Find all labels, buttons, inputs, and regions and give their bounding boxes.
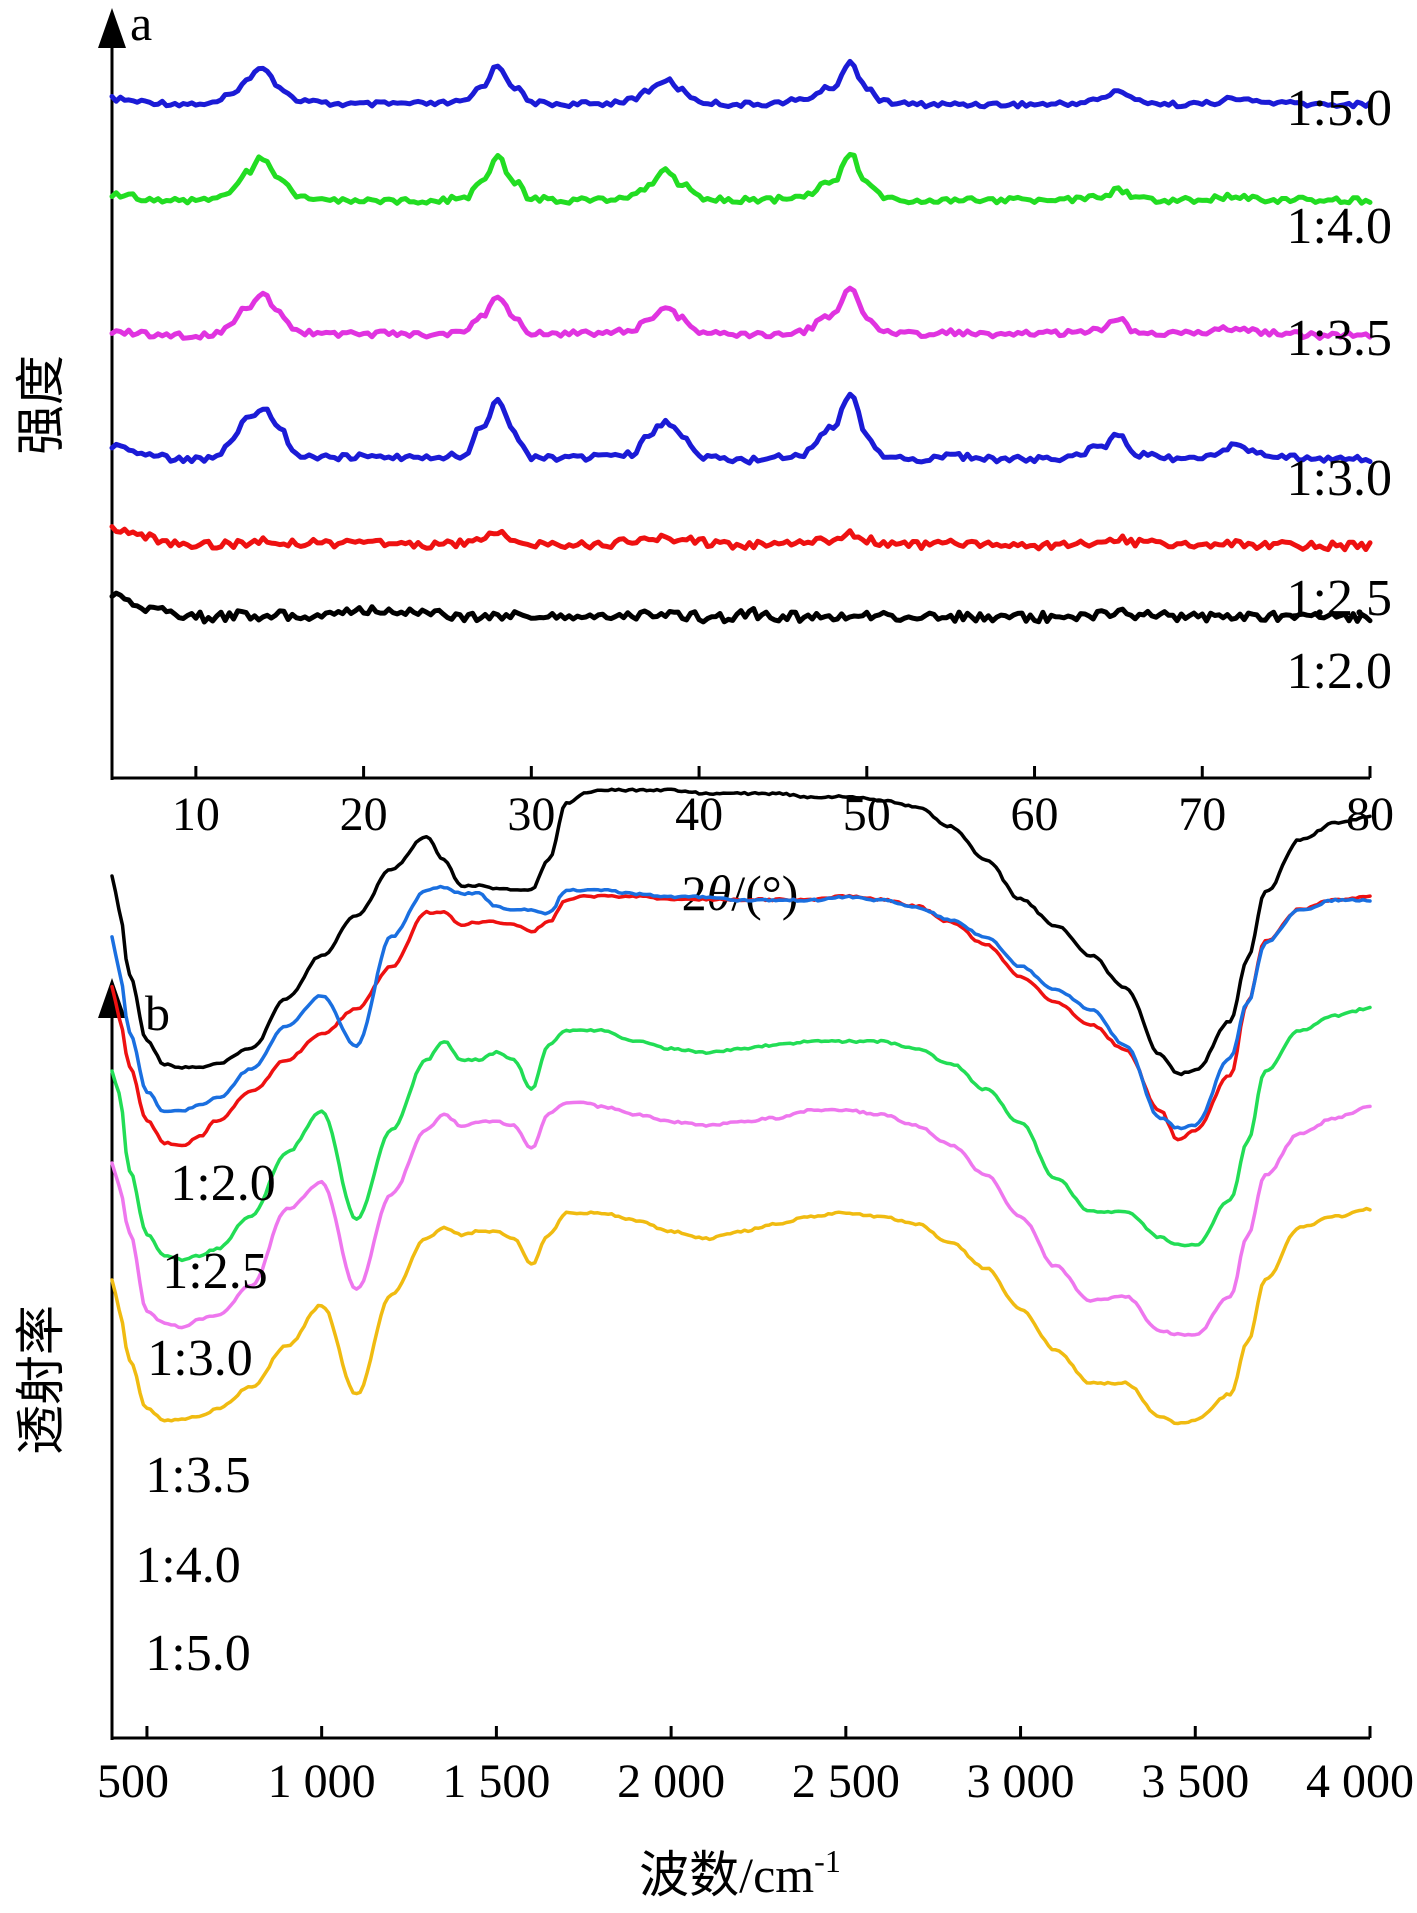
x-tick-label: 40 — [675, 788, 723, 841]
x-tick-label: 4 000 — [1306, 1755, 1414, 1808]
series-line-1-2.0 — [109, 590, 1373, 625]
panel-b-series-labels: 1:2.0 1:2.5 1:3.0 1:3.5 1:4.0 1:5.0 — [135, 1155, 275, 1682]
series-label-1-3.0: 1:3.0 — [1287, 450, 1392, 507]
series-line-1-3.0 — [110, 884, 1372, 1131]
x-tick-label: 60 — [1011, 788, 1059, 841]
x-tick-label: 80 — [1346, 788, 1394, 841]
x-tick-label: 3 000 — [967, 1755, 1075, 1808]
series-label-1-3.0: 1:3.0 — [147, 1330, 252, 1387]
x-tick-label: 20 — [340, 788, 388, 841]
series-label-1-2.5: 1:2.5 — [1287, 570, 1392, 627]
series-label-1-4.0: 1:4.0 — [1287, 198, 1392, 255]
panel-b-x-ticks: 500 1 000 1 500 2 000 2 500 3 000 3 500 4 000 — [97, 1726, 1414, 1808]
series-line-1-4.0 — [110, 1100, 1372, 1337]
series-line-1-2.0 — [110, 787, 1372, 1077]
series-line-1-5.0 — [109, 58, 1373, 110]
series-label-1-5.0: 1:5.0 — [145, 1625, 250, 1682]
panel-a-y-axis-arrow — [98, 8, 126, 48]
series-line-1-2.5 — [109, 524, 1373, 553]
series-line-1-3.0 — [109, 391, 1373, 466]
x-tick-label: 3 500 — [1141, 1755, 1249, 1808]
series-label-1-3.5: 1:3.5 — [1287, 310, 1392, 367]
x-tick-label: 2 000 — [617, 1755, 725, 1808]
panel-b-letter: b — [145, 985, 170, 1041]
panel-a-x-ticks: 10 20 30 40 50 60 70 80 — [172, 766, 1394, 841]
x-tick-label: 1 500 — [442, 1755, 550, 1808]
series-label-1-3.5: 1:3.5 — [145, 1447, 250, 1504]
series-label-1-2.0: 1:2.0 — [170, 1155, 275, 1212]
panel-a-letter: a — [130, 0, 152, 51]
panel-b-ftir-chart: b 500 1 000 1 500 2 000 2 500 3 000 3 500 4 000… — [13, 787, 1414, 1903]
x-tick-label: 2 500 — [792, 1755, 900, 1808]
panel-b-y-axis-arrow — [98, 978, 126, 1018]
panel-a-curves — [109, 58, 1373, 625]
panel-a-x-axis-title: 2θ/(°) — [682, 865, 799, 921]
series-label-1-4.0: 1:4.0 — [135, 1537, 240, 1594]
panel-b-y-axis-title: 透射率 — [13, 1305, 69, 1455]
series-line-1-4.0 — [109, 151, 1373, 206]
panel-a-xrd-chart: a 10 20 30 40 50 60 70 80 1:5.01:4.01:3.51:3.01… — [13, 0, 1394, 921]
panel-b-curves — [110, 787, 1372, 1426]
x-tick-label: 70 — [1178, 788, 1226, 841]
x-tick-label: 500 — [97, 1755, 169, 1808]
panel-b-x-axis-title: 波数/cm-1 — [639, 1843, 841, 1903]
x-tick-label: 30 — [507, 788, 555, 841]
x-tick-label: 10 — [172, 788, 220, 841]
panel-a-series-labels: 1:5.0 1:4.0 1:3.5 1:3.0 1:2.5 1:2.0 — [1287, 80, 1392, 700]
series-label-1-2.0: 1:2.0 — [1287, 643, 1392, 700]
series-label-1-2.5: 1:2.5 — [162, 1243, 267, 1300]
series-label-1-5.0: 1:5.0 — [1287, 80, 1392, 137]
series-line-1-5.0 — [110, 1206, 1372, 1426]
x-tick-label: 1 000 — [268, 1755, 376, 1808]
series-line-1-3.5 — [109, 285, 1373, 341]
panel-a-y-axis-title: 强度 — [13, 355, 69, 455]
series-line-1-3.5 — [110, 1005, 1372, 1263]
